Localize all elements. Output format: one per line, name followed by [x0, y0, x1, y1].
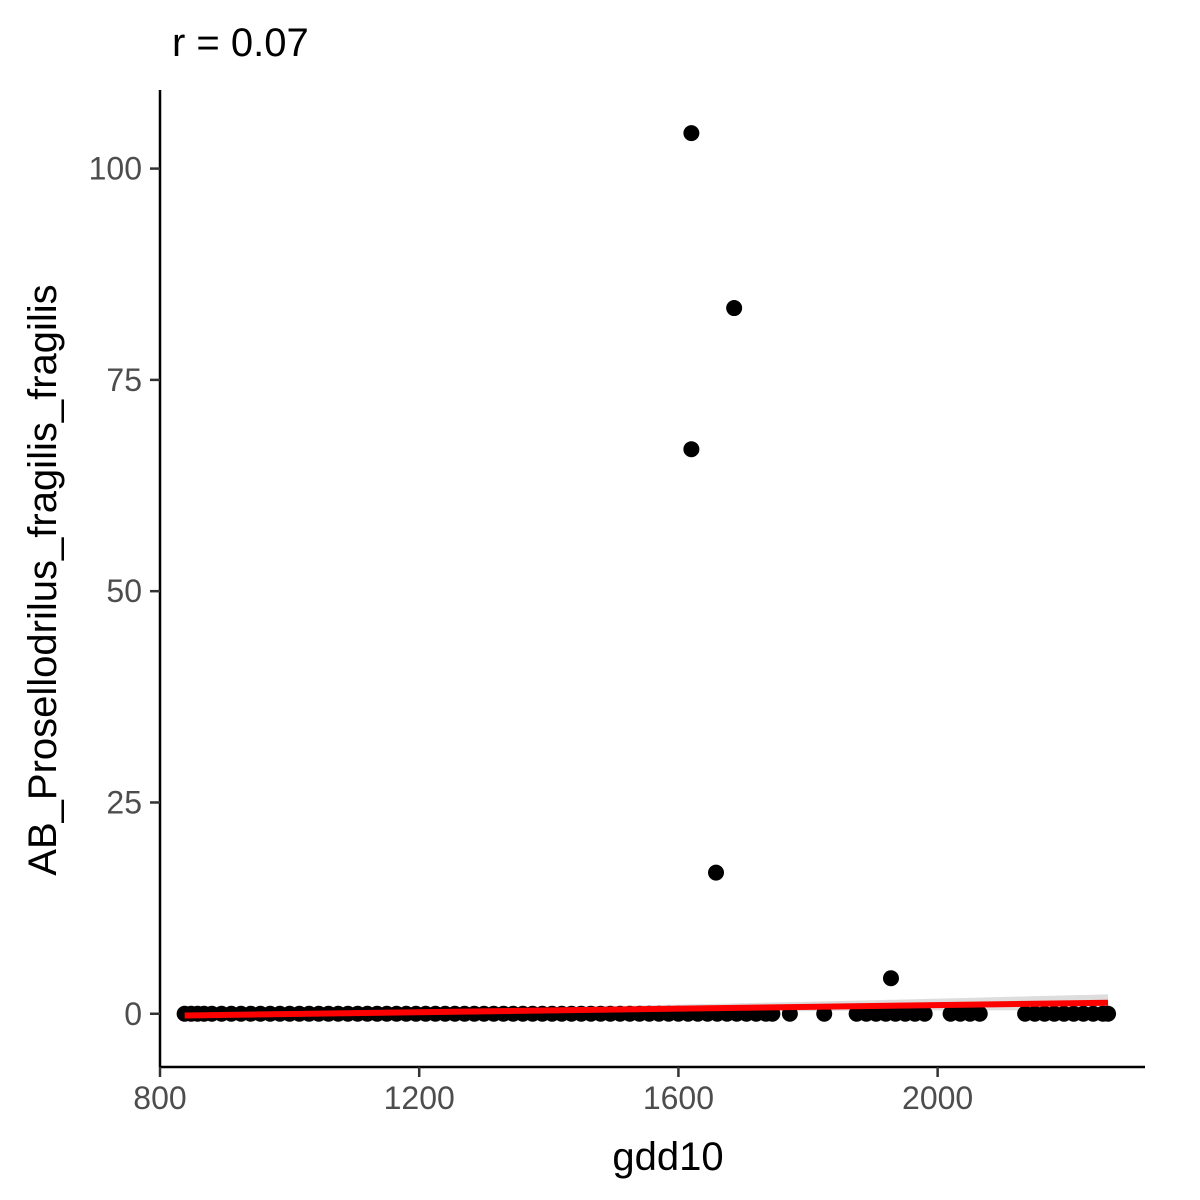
data-points-layer	[176, 125, 1117, 1022]
x-tick-label: 800	[133, 1080, 186, 1116]
y-tick-label: 0	[124, 996, 142, 1032]
data-point	[971, 1005, 988, 1022]
x-tick-label: 1200	[384, 1080, 455, 1116]
chart-title: r = 0.07	[172, 21, 309, 65]
data-point	[882, 970, 899, 987]
y-tick-label: 75	[106, 362, 142, 398]
ticks-layer: 800 1200 1600 2000 0 25 50 75 100	[89, 151, 974, 1116]
y-tick-label: 50	[106, 573, 142, 609]
data-point	[1100, 1005, 1117, 1022]
data-point	[816, 1005, 833, 1022]
regression-line	[184, 999, 1109, 1019]
data-point	[683, 441, 700, 458]
data-point	[708, 864, 725, 881]
y-axis-title: AB_Prosellodrilus_fragilis_fragilis	[21, 284, 65, 875]
x-tick-label: 1600	[643, 1080, 714, 1116]
axes-layer	[158, 90, 1145, 1069]
y-tick-label: 100	[89, 151, 142, 187]
x-axis-title: gdd10	[612, 1135, 723, 1179]
x-tick-label: 2000	[902, 1080, 973, 1116]
fit-line-layer	[184, 999, 1109, 1019]
data-point	[683, 125, 700, 142]
data-point	[916, 1005, 933, 1022]
data-point	[726, 300, 743, 317]
y-tick-label: 25	[106, 784, 142, 820]
